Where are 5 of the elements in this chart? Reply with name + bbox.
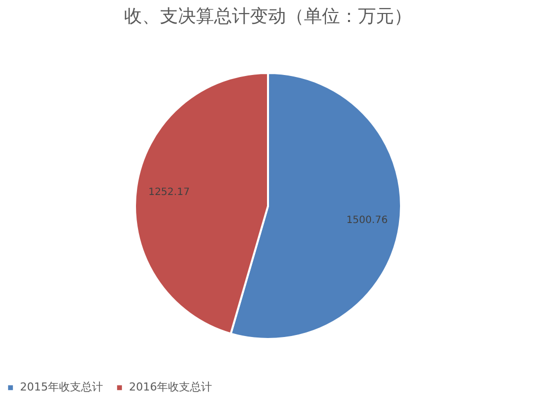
legend-label: 2016年收支总计	[129, 380, 212, 394]
legend-label: 2015年收支总计	[20, 380, 103, 394]
data-label: 1500.76	[346, 215, 388, 226]
data-label: 1252.17	[148, 186, 190, 198]
chart-title: 收、支决算总计变动（单位：万元）	[124, 6, 412, 27]
